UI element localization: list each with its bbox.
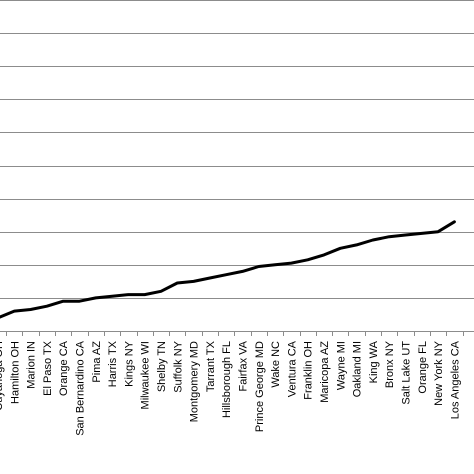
data-point — [208, 277, 211, 280]
x-tick-label: Prince George MD — [254, 341, 266, 432]
x-tick-label: Fairfax VA — [238, 340, 250, 391]
data-point — [13, 310, 16, 313]
data-point — [160, 290, 163, 293]
x-tick-label: Salt Lake UT — [401, 341, 413, 405]
data-point — [404, 234, 407, 237]
data-point — [257, 265, 260, 268]
data-point — [355, 243, 358, 246]
data-point — [29, 308, 32, 311]
series-line — [0, 220, 456, 319]
data-point — [241, 270, 244, 273]
x-tick-label: King WA — [368, 340, 380, 383]
x-tick-label: Cuyahoga OH — [0, 341, 5, 411]
x-tick-label: Suffolk NY — [172, 340, 184, 392]
data-point — [143, 293, 146, 296]
data-point — [306, 258, 309, 261]
x-tick-label: New York NY — [433, 340, 445, 405]
x-tick-label: El Paso TX — [42, 340, 54, 395]
data-point — [290, 262, 293, 265]
data-point — [176, 282, 179, 285]
x-tick-labels: Cuyahoga OH Hamilton OH Marion IN El Paso T… — [0, 340, 461, 435]
data-point — [45, 305, 48, 308]
data-point — [339, 247, 342, 250]
x-axis — [0, 331, 474, 336]
x-tick-label: San Bernardino CA — [75, 340, 87, 435]
x-tick-label: Bronx NY — [384, 340, 396, 388]
data-point — [420, 232, 423, 235]
x-tick-label: Oakland MI — [352, 341, 364, 397]
data-point — [225, 273, 228, 276]
x-tick-label: Marion IN — [26, 341, 38, 389]
series-layer — [0, 220, 456, 319]
x-tick-label: Hillsborough FL — [221, 341, 233, 418]
data-point — [274, 263, 277, 266]
x-tick-label: Shelby TN — [156, 341, 168, 392]
x-tick-label: Milwaukee WI — [140, 341, 152, 409]
x-tick-label: Montgomery MD — [189, 341, 201, 422]
gridlines — [0, 0, 474, 299]
data-point — [78, 300, 81, 303]
data-point — [192, 280, 195, 283]
data-point — [371, 239, 374, 242]
data-point — [111, 295, 114, 298]
x-tick-label: Pima AZ — [91, 341, 103, 383]
x-tick-label: Orange CA — [58, 340, 70, 396]
x-tick-label: Wake NC — [270, 341, 282, 388]
data-point — [323, 253, 326, 256]
x-tick-label: Franklin OH — [303, 341, 315, 400]
data-point — [453, 220, 456, 223]
x-tick-label: Los Angeles CA — [449, 340, 461, 419]
data-point — [62, 300, 65, 303]
x-tick-label: Tarrant TX — [205, 340, 217, 392]
x-tick-label: Maricopa AZ — [319, 341, 331, 403]
x-tick-label: Orange FL — [417, 341, 429, 394]
data-point — [437, 230, 440, 233]
data-point — [388, 235, 391, 238]
data-point — [94, 296, 97, 299]
x-tick-label: Kings NY — [123, 340, 135, 387]
x-tick-label: Ventura CA — [286, 340, 298, 397]
data-point — [127, 293, 130, 296]
x-tick-label: Hamilton OH — [9, 341, 21, 404]
x-tick-label: Wayne MI — [335, 341, 347, 390]
x-tick-label: Harris TX — [107, 340, 119, 387]
